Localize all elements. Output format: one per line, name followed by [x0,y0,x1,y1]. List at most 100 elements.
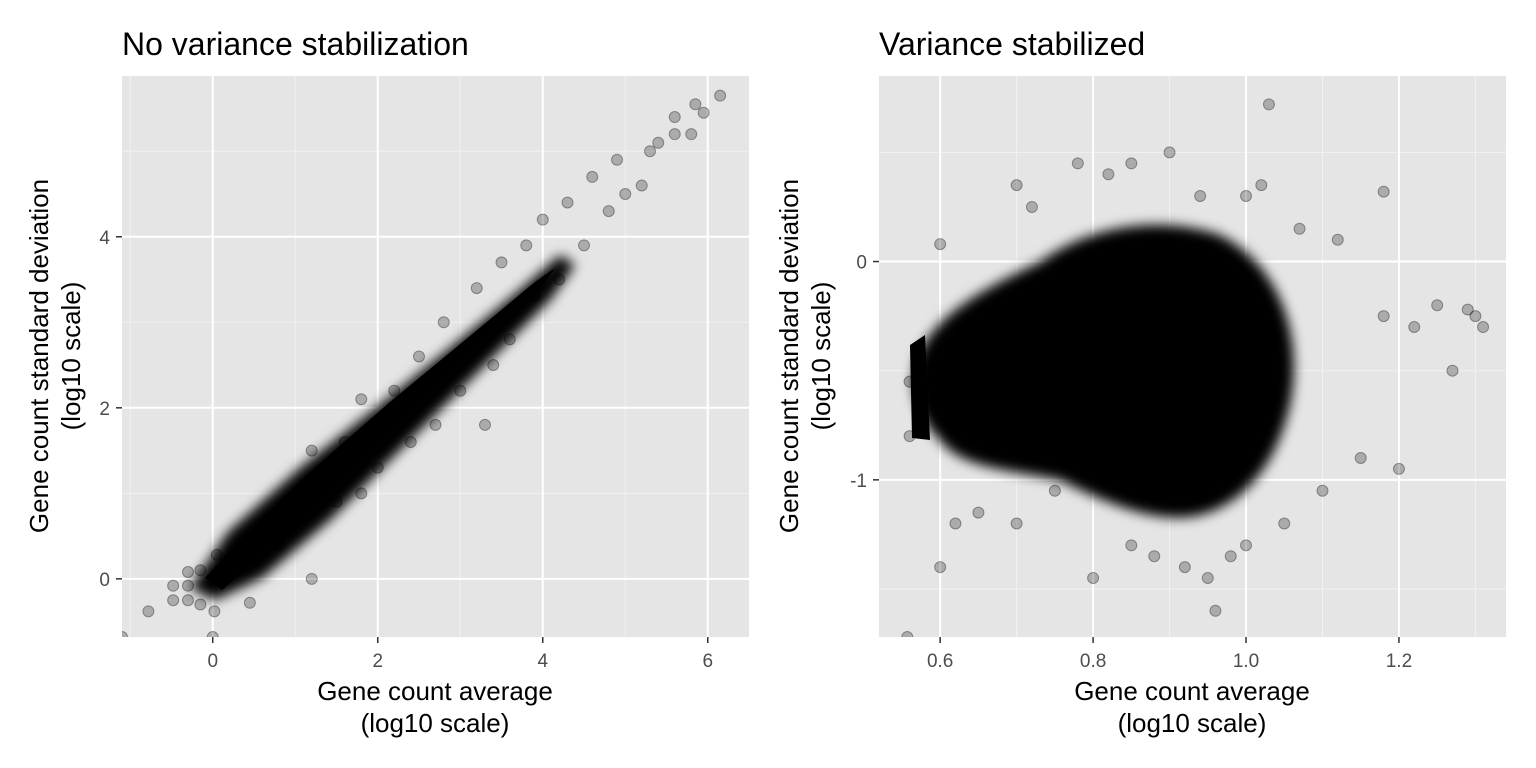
scatter-points-left [122,89,727,637]
point-density-left [190,255,575,600]
data-point [243,596,256,609]
data-point [1316,484,1329,497]
data-point [404,436,417,449]
data-point [495,256,508,269]
x-tick-label: 0.8 [1080,651,1106,672]
y-tick-label: 4 [99,228,110,249]
y-tick-label: 0 [99,570,110,591]
data-point [903,430,916,443]
data-point [182,566,194,579]
chart-title-left: No variance stabilization [122,26,469,62]
data-point [1163,146,1176,159]
data-point [1102,168,1115,181]
data-point [619,188,632,201]
data-point [1010,517,1023,530]
y-axis-subtitle-right: (log10 scale) [806,282,836,431]
data-point [1408,321,1421,334]
panel-right: Variance stabilized 0.6 0.8 1.0 1.2 0 -1 Gen… [774,26,1506,738]
x-axis-subtitle-right: (log10 scale) [1118,708,1267,738]
data-point [1377,185,1390,198]
data-point [635,179,648,192]
data-point [685,128,698,141]
data-point [208,605,221,618]
data-point [194,564,207,577]
data-point [1262,98,1275,111]
data-point [1240,190,1253,203]
data-point [1255,179,1268,192]
x-tick-label: 1.0 [1233,651,1259,672]
data-point [167,579,180,592]
data-point [1048,484,1061,497]
data-point [528,290,541,303]
data-point [182,579,194,592]
data-point [689,98,702,111]
data-point [949,517,962,530]
data-point [1194,190,1207,203]
panel-left: No variance stabilization 0 2 4 6 0 2 4 Gene … [24,26,749,738]
y-axis-title-left: Gene count standard deviation [24,179,54,533]
data-point [1278,517,1291,530]
data-point [231,547,244,560]
data-point [1240,539,1253,552]
data-point [272,538,285,551]
data-point [1025,200,1038,213]
x-tick-label: 0.6 [927,651,953,672]
data-point [644,145,656,158]
data-point [305,444,318,457]
data-point [1446,364,1459,377]
x-axis-ticks-right: 0.6 0.8 1.0 1.2 [927,637,1412,672]
data-point [578,239,590,252]
data-point [429,418,442,431]
y-axis-ticks-left: 0 2 4 [99,228,122,591]
data-point [210,548,223,561]
data-point [1087,572,1100,585]
data-point [355,393,368,406]
y-tick-label: 2 [99,399,110,420]
data-point [355,487,368,500]
data-point [1224,550,1237,563]
data-point [413,350,425,363]
data-point [520,239,533,252]
data-point [611,153,623,166]
data-point [487,359,500,372]
data-point [1469,310,1482,323]
data-point [1331,233,1344,246]
data-point [1010,179,1023,192]
data-point [536,213,549,226]
data-point [470,282,483,295]
data-point [1178,561,1191,574]
data-point [122,631,128,637]
data-point [972,506,985,519]
x-axis-subtitle-left: (log10 scale) [361,708,510,738]
data-point [714,89,727,102]
y-axis-ticks-right: 0 -1 [850,253,879,492]
data-point [1293,222,1306,235]
data-point [668,128,681,141]
chart-title-right: Variance stabilized [879,26,1145,62]
data-point [1125,539,1138,552]
scatter-points-right [901,98,1490,637]
x-tick-label: 6 [702,651,713,672]
y-tick-label: -1 [850,471,867,492]
data-point [697,106,710,119]
data-point [1125,157,1138,170]
data-point [194,598,207,611]
data-point [167,594,180,607]
data-point [1377,310,1390,323]
data-point [1477,321,1490,334]
data-point [371,461,384,474]
data-point [901,631,914,637]
data-point [1148,550,1161,563]
data-point [305,572,318,585]
data-point [1392,462,1405,475]
data-point [437,316,450,329]
data-point [330,495,343,508]
data-point [182,594,194,607]
point-density-right [910,224,1294,518]
x-axis-title-left: Gene count average [317,676,553,706]
data-point [1431,299,1444,312]
data-point [668,111,681,124]
data-point [289,504,302,517]
data-point [454,384,467,397]
